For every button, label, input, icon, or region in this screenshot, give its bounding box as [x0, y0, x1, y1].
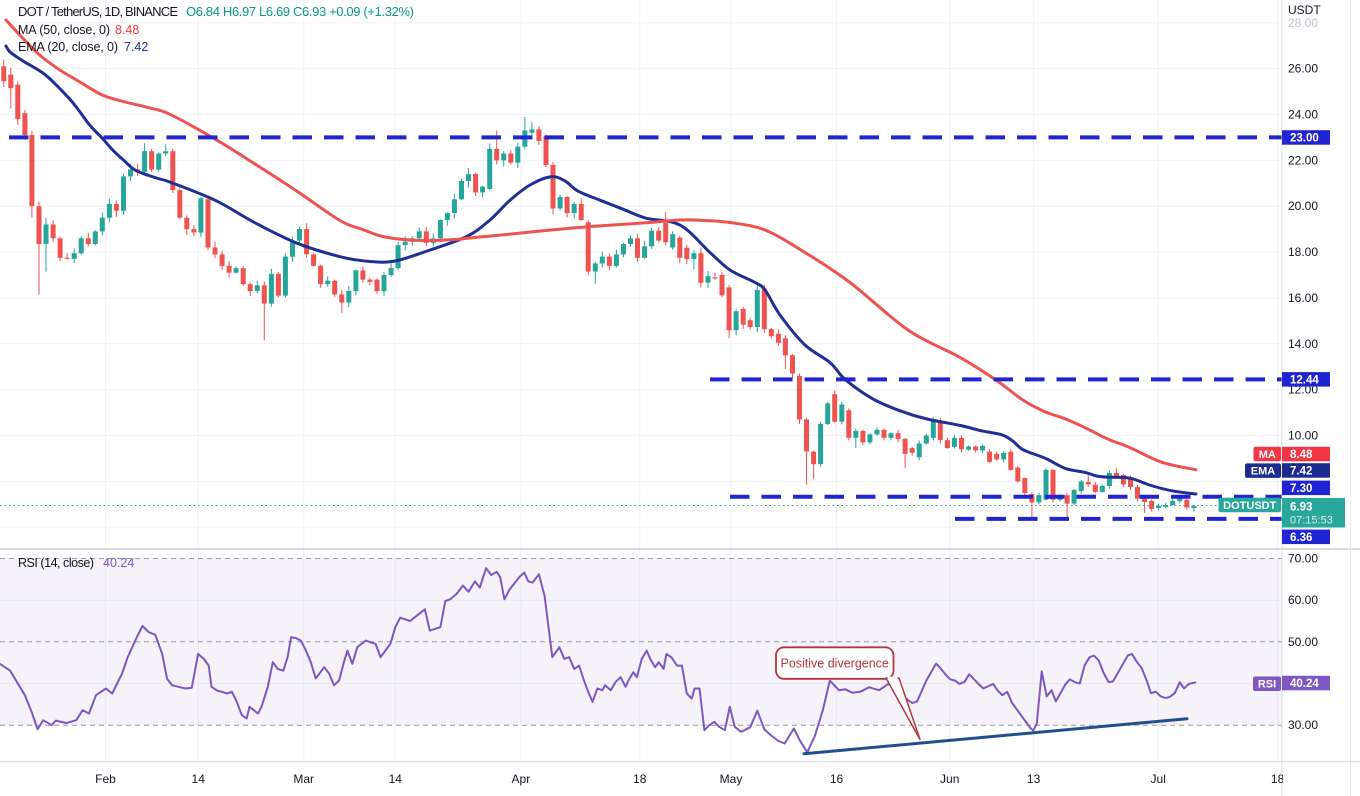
- svg-text:14: 14: [389, 772, 403, 786]
- svg-text:16.00: 16.00: [1288, 291, 1318, 305]
- svg-text:DOTUSDT: DOTUSDT: [1223, 500, 1276, 512]
- svg-text:18: 18: [1271, 772, 1285, 786]
- svg-text:14.00: 14.00: [1288, 337, 1318, 351]
- svg-text:12.44: 12.44: [1290, 374, 1319, 386]
- svg-text:26.00: 26.00: [1288, 62, 1318, 76]
- svg-text:7.30: 7.30: [1290, 483, 1312, 495]
- svg-text:13: 13: [1027, 772, 1041, 786]
- svg-text:30.00: 30.00: [1288, 718, 1318, 732]
- svg-text:23.00: 23.00: [1290, 132, 1319, 144]
- svg-text:20.00: 20.00: [1288, 199, 1318, 213]
- svg-text:Positive divergence: Positive divergence: [780, 657, 888, 671]
- svg-text:14: 14: [192, 772, 206, 786]
- svg-text:60.00: 60.00: [1288, 593, 1318, 607]
- svg-text:Jul: Jul: [1151, 772, 1166, 786]
- svg-text:7.42: 7.42: [1290, 466, 1312, 478]
- svg-text:70.00: 70.00: [1288, 552, 1318, 566]
- svg-text:RSI (14, close): RSI (14, close): [18, 556, 94, 570]
- svg-text:May: May: [720, 772, 743, 786]
- svg-text:40.24: 40.24: [103, 556, 134, 570]
- svg-text:6.36: 6.36: [1290, 532, 1312, 544]
- svg-text:MA: MA: [1259, 449, 1276, 461]
- svg-text:10.00: 10.00: [1288, 429, 1318, 443]
- svg-text:22.00: 22.00: [1288, 153, 1318, 167]
- svg-text:EMA (20, close, 0): EMA (20, close, 0): [18, 40, 118, 54]
- svg-text:18.00: 18.00: [1288, 245, 1318, 259]
- svg-text:28.00: 28.00: [1288, 16, 1318, 30]
- svg-text:DOT / TetherUS, 1D, BINANCE: DOT / TetherUS, 1D, BINANCE: [18, 4, 178, 19]
- svg-text:40.24: 40.24: [1290, 678, 1319, 690]
- svg-text:O6.84 H6.97 L6.69 C6.93 +0.09: O6.84 H6.97 L6.69 C6.93 +0.09 (+1.32%): [186, 4, 414, 19]
- svg-text:16: 16: [830, 772, 844, 786]
- svg-text:8.48: 8.48: [1290, 449, 1313, 461]
- svg-text:USDT: USDT: [1288, 3, 1321, 17]
- svg-text:7.42: 7.42: [124, 40, 148, 54]
- svg-text:EMA: EMA: [1251, 465, 1276, 477]
- svg-text:Jun: Jun: [940, 772, 959, 786]
- svg-text:8.48: 8.48: [115, 23, 139, 37]
- svg-text:24.00: 24.00: [1288, 108, 1318, 122]
- svg-text:6.93: 6.93: [1290, 502, 1312, 514]
- svg-text:18: 18: [633, 772, 647, 786]
- svg-text:MA (50, close, 0): MA (50, close, 0): [18, 23, 110, 37]
- svg-text:07:15:53: 07:15:53: [1290, 515, 1333, 527]
- svg-text:50.00: 50.00: [1288, 635, 1318, 649]
- svg-text:Apr: Apr: [512, 772, 531, 786]
- svg-text:Mar: Mar: [293, 772, 314, 786]
- svg-text:Feb: Feb: [95, 772, 116, 786]
- svg-text:RSI: RSI: [1258, 679, 1276, 691]
